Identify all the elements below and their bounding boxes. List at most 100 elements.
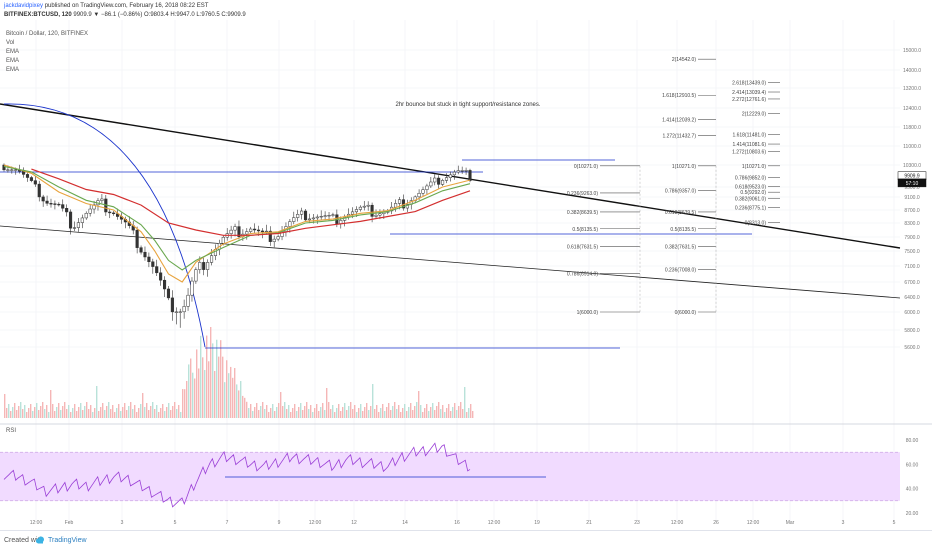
volume-bar — [144, 407, 146, 418]
candle-up — [311, 217, 315, 220]
volume-bar — [68, 405, 70, 418]
volume-bar — [94, 408, 96, 418]
volume-bar — [398, 405, 400, 418]
volume-bar — [464, 387, 466, 418]
volume-bar — [348, 406, 350, 418]
candle-down — [65, 208, 69, 213]
volume-bar — [96, 386, 98, 418]
volume-bar — [48, 412, 50, 418]
volume-bar — [330, 409, 332, 418]
time-tick-label: 9 — [278, 520, 281, 526]
candle-down — [170, 297, 174, 313]
volume-bar — [458, 406, 460, 418]
volume-bar — [170, 410, 172, 418]
volume-bars — [4, 327, 474, 418]
volume-bar — [380, 408, 382, 418]
time-tick-label: 12:00 — [30, 520, 43, 526]
volume-bar — [346, 410, 348, 418]
volume-bar — [284, 402, 286, 418]
volume-bar — [78, 407, 80, 418]
volume-bar — [262, 402, 264, 418]
volume-bar — [374, 409, 376, 418]
volume-bar — [26, 412, 28, 418]
volume-bar — [166, 407, 168, 418]
legend-vol: Vol — [6, 40, 15, 46]
volume-bar — [80, 403, 82, 418]
volume-bar — [444, 412, 446, 418]
volume-bar — [302, 410, 304, 418]
volume-bar — [150, 406, 152, 418]
volume-bar — [454, 403, 456, 418]
footer-bar: Created with TradingView — [0, 530, 932, 551]
volume-bar — [194, 378, 196, 418]
volume-bar — [60, 410, 62, 418]
volume-bar — [396, 409, 398, 418]
volume-bar — [52, 404, 54, 418]
volume-bar — [180, 412, 182, 418]
candle-down — [147, 256, 151, 263]
volume-bar — [420, 405, 422, 418]
candle-down — [2, 164, 6, 171]
candle-down — [468, 170, 472, 181]
candle-up — [452, 171, 456, 176]
time-tick-label: 23 — [634, 520, 640, 526]
volume-bar — [368, 410, 370, 418]
volume-bar — [212, 343, 214, 418]
fib-c-label: 1.272(10803.6) — [732, 149, 766, 155]
volume-bar — [190, 358, 192, 418]
volume-bar — [272, 404, 274, 418]
volume-bar — [232, 377, 234, 418]
candle-up — [84, 213, 88, 219]
candle-up — [374, 214, 378, 217]
volume-bar — [208, 361, 210, 418]
candle-down — [268, 230, 272, 242]
candle-up — [6, 169, 10, 171]
volume-bar — [100, 407, 102, 418]
candle-up — [14, 169, 18, 171]
candle-down — [303, 210, 308, 221]
volume-bar — [282, 406, 284, 418]
volume-bar — [234, 368, 236, 418]
candle-up — [198, 262, 202, 270]
volume-bar — [154, 409, 156, 418]
volume-bar — [264, 409, 266, 418]
volume-bar — [188, 364, 190, 418]
candle-up — [433, 177, 437, 183]
volume-bar — [114, 412, 116, 418]
candle-down — [108, 211, 112, 214]
candle-up — [425, 185, 429, 190]
volume-bar — [128, 406, 130, 418]
volume-bar — [318, 411, 320, 418]
candle-down — [151, 261, 155, 267]
volume-bar — [466, 412, 468, 418]
volume-bar — [470, 404, 472, 418]
candle-up — [358, 206, 362, 210]
candle-up — [88, 208, 92, 214]
candle-up — [10, 169, 14, 171]
volume-bar — [168, 403, 170, 418]
author-link[interactable]: jackdavidpixey — [4, 3, 44, 9]
legend-ema-1: EMA — [6, 49, 20, 55]
candle-up — [366, 204, 370, 207]
volume-bar — [446, 408, 448, 418]
fib-b-label: 0.236(7008.0) — [665, 268, 696, 274]
volume-bar — [308, 409, 310, 418]
candle-up — [249, 228, 253, 232]
price-axis: 5600.0 5800.0 6000.0 6400.0 6700.0 7100.0 7500… — [903, 48, 921, 517]
candle-down — [202, 262, 206, 270]
volume-bar — [10, 411, 12, 418]
volume-bar — [186, 380, 188, 418]
candle-up — [444, 177, 449, 181]
fib-c-label: 2(12229.0) — [742, 111, 767, 117]
volume-bar — [14, 403, 16, 418]
volume-bar — [328, 402, 330, 418]
fib-a-label: 1(6000.0) — [577, 310, 599, 316]
volume-bar — [226, 360, 228, 418]
volume-bar — [158, 412, 160, 418]
publish-info: published on TradingView.com, February 1… — [44, 3, 209, 9]
volume-bar — [468, 408, 470, 418]
volume-bar — [292, 408, 294, 418]
volume-bar — [428, 411, 430, 418]
brand-link[interactable]: TradingView — [48, 537, 87, 544]
